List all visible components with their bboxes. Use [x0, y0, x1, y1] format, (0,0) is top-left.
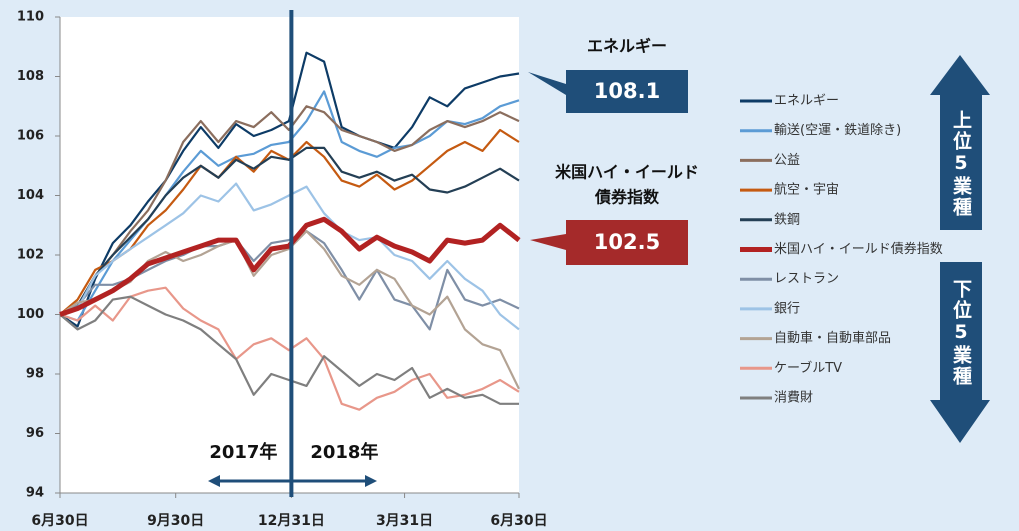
y-tick-label: 96	[26, 426, 44, 441]
callout-box	[528, 70, 688, 113]
period-arrow-head	[208, 475, 220, 487]
series-line	[59, 51, 520, 328]
x-tick-label: 6月30日	[31, 513, 88, 529]
up-arrow	[930, 55, 990, 230]
y-tick-label: 106	[17, 129, 44, 144]
y-tick-label: 102	[17, 248, 44, 263]
series-line	[59, 105, 520, 316]
series-line	[59, 182, 520, 331]
period-arrow-head	[365, 475, 377, 487]
legend-label: 米国ハイ・イールド債券指数	[774, 241, 943, 257]
top-rank-label: 上位5業種	[950, 110, 972, 218]
callout-title: 債券指数	[594, 188, 660, 207]
year-label: 2017年	[209, 441, 277, 463]
down-arrow	[930, 262, 990, 443]
x-tick-label: 12月31日	[258, 513, 325, 529]
legend-label: 輸送(空運・鉄道除き)	[774, 123, 901, 138]
y-tick-label: 108	[17, 69, 44, 84]
series-line	[59, 286, 520, 411]
callout-value: 102.5	[594, 230, 660, 254]
series-line	[59, 216, 521, 317]
bottom-rank-label: 下位5業種	[950, 279, 972, 387]
year-label: 2018年	[310, 441, 378, 463]
y-tick-label: 98	[26, 367, 44, 382]
legend-label: ケーブルTV	[774, 360, 842, 376]
callout-value: 108.1	[594, 79, 660, 103]
legend-label: 鉄鋼	[774, 212, 800, 227]
y-tick-label: 104	[17, 188, 44, 203]
callout-title: 米国ハイ・イールド	[555, 163, 699, 182]
legend-label: エネルギー	[774, 94, 839, 109]
series-line	[59, 146, 520, 316]
callout-title: エネルギー	[587, 37, 667, 56]
y-tick-label: 100	[17, 307, 44, 322]
x-tick-label: 6月30日	[490, 513, 547, 529]
series-line	[59, 90, 520, 322]
legend-label: 消費財	[774, 391, 813, 406]
legend-label: レストラン	[774, 272, 839, 287]
legend-label: 公益	[774, 153, 800, 168]
legend-label: 航空・宇宙	[774, 182, 839, 198]
x-tick-label: 3月31日	[376, 513, 433, 529]
legend-label: 自動車・自動車部品	[774, 331, 891, 346]
x-tick-label: 9月30日	[147, 513, 204, 529]
series-line	[59, 295, 519, 405]
legend-label: 銀行	[774, 301, 800, 316]
y-tick-label: 110	[17, 10, 44, 25]
y-tick-label: 94	[26, 486, 44, 501]
callout-box	[530, 220, 688, 265]
